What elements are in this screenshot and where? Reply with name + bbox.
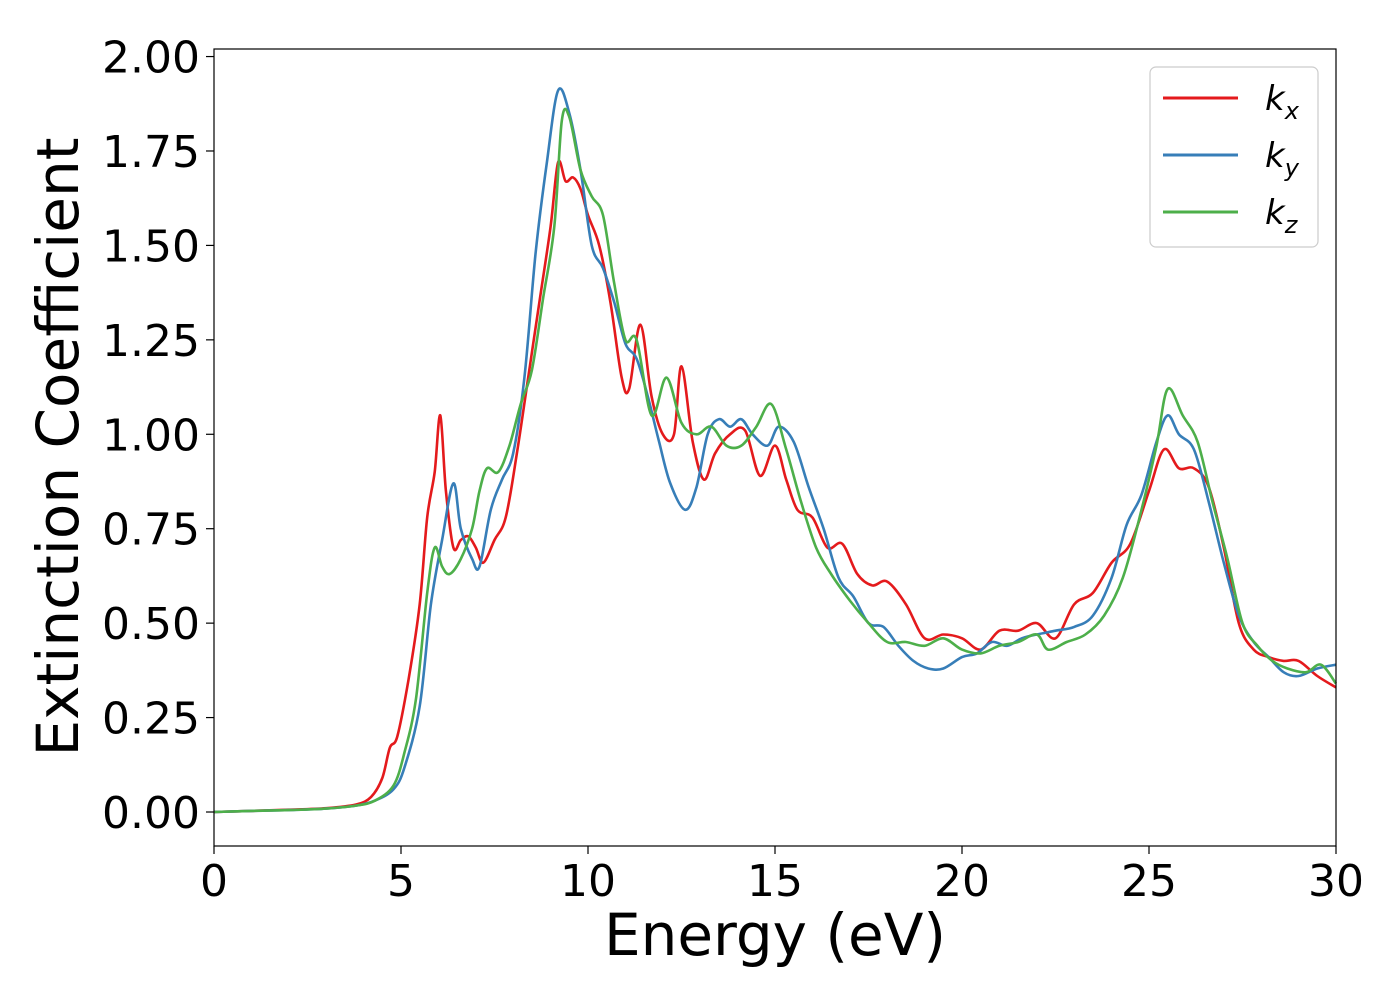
x-tick-label: 0 [200, 856, 228, 907]
legend-label-kx: kx [1265, 79, 1300, 125]
y-tick-label: 2.00 [102, 33, 200, 84]
y-tick-label: 0.50 [102, 599, 200, 650]
y-tick-label: 0.25 [102, 694, 200, 745]
y-tick-label: 1.25 [102, 316, 200, 367]
series-line-kz [213, 107, 1338, 814]
series-line-kx [213, 159, 1337, 814]
y-tick-label: 1.50 [102, 221, 200, 272]
x-tick-label: 25 [1121, 856, 1177, 907]
x-tick-label: 5 [387, 856, 415, 907]
x-tick-label: 10 [560, 856, 616, 907]
legend-label-ky: ky [1265, 136, 1300, 182]
y-axis-label: Extinction Coefficient [24, 138, 92, 757]
x-axis: 0 5 10 15 20 25 30 [200, 846, 1364, 907]
y-tick-label: 0.75 [102, 505, 200, 556]
x-tick-label: 15 [747, 856, 803, 907]
y-tick-label: 0.00 [102, 788, 200, 839]
y-tick-label: 1.00 [102, 410, 200, 461]
plot-lines [213, 87, 1338, 814]
x-tick-label: 20 [934, 856, 990, 907]
x-tick-label: 30 [1308, 856, 1364, 907]
legend-box [1149, 66, 1319, 248]
y-axis: 0.00 0.25 0.50 0.75 1.00 1.25 1.50 1.75 2.00 [102, 33, 214, 839]
x-axis-label: Energy (eV) [604, 901, 946, 969]
legend: kx ky kz [1149, 66, 1319, 248]
legend-label-kz: kz [1265, 193, 1299, 239]
y-tick-label: 1.75 [102, 127, 200, 178]
